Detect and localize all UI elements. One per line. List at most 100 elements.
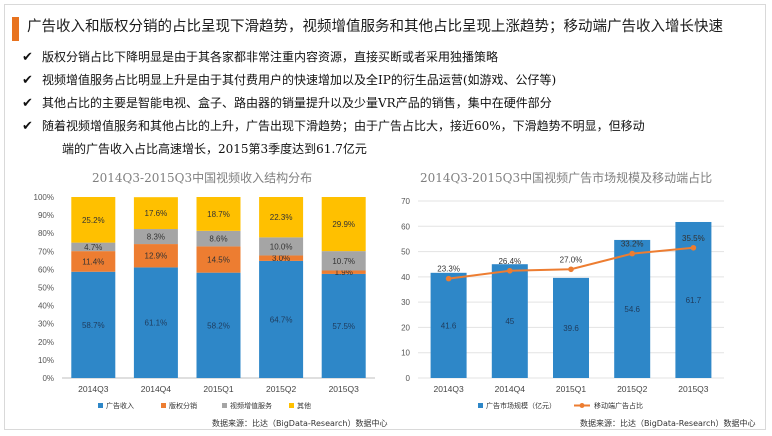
x-tick-label: 2014Q3 <box>78 384 109 394</box>
bar-segment <box>71 271 116 378</box>
line-data-label: 33.2% <box>621 240 644 249</box>
bar-segment <box>196 246 241 273</box>
bar-segment <box>321 273 366 378</box>
data-label: 14.5% <box>207 256 230 265</box>
bar-segment <box>259 197 304 238</box>
y-tick-label: 0% <box>42 374 54 383</box>
right-chart-title: 2014Q3-2015Q3中国视频广告市场规模及移动端占比 <box>420 171 713 185</box>
line-data-label: 35.5% <box>682 234 705 243</box>
data-label: 12.9% <box>145 252 168 261</box>
bullet-text: 视频增值服务占比明显上升是由于其付费用户的快速增加以及全IP的衍生品运营(如游戏… <box>42 73 557 87</box>
y-tick-label: 30% <box>38 320 54 329</box>
data-label: 25.2% <box>82 216 105 225</box>
bar-segment <box>196 197 241 231</box>
bullet-item: ✔ 版权分销占比下降明显是由于其各家都非常注重内容资源，直接买断或者采用独播策略 <box>22 46 762 69</box>
bar-segment <box>196 230 241 247</box>
line-point <box>568 266 574 273</box>
y-tick-label: 40% <box>38 302 54 311</box>
data-label: 18.7% <box>207 210 230 219</box>
data-label: 22.3% <box>270 213 293 222</box>
data-label: 57.5% <box>332 322 355 331</box>
y-tick-label: 80% <box>38 229 54 238</box>
data-label: 10.7% <box>332 257 355 266</box>
legend-swatch <box>478 403 483 408</box>
data-label: 1.9% <box>335 268 353 277</box>
y-tick-label: 50% <box>38 284 54 293</box>
bullet-list: ✔ 版权分销占比下降明显是由于其各家都非常注重内容资源，直接买断或者采用独播策略 … <box>22 46 762 161</box>
bar-segment <box>321 251 366 271</box>
check-icon: ✔ <box>22 50 33 65</box>
x-tick-label: 2014Q4 <box>495 384 526 394</box>
bar-segment <box>259 260 304 378</box>
line-point <box>629 250 635 257</box>
legend-swatch <box>161 403 166 408</box>
data-label: 45 <box>505 317 514 326</box>
y-tick-label: 20% <box>38 338 54 347</box>
left-stacked-bar-chart: 0% 10% 20% 30% 40% 50% 60% 70% 80% 90% 100% 58.7% 11… <box>34 193 375 410</box>
left-chart-source: 数据来源：比达（BigData-Research）数据中心 <box>212 419 388 428</box>
line-point <box>507 267 513 274</box>
bar-segment <box>133 244 178 268</box>
bullet-item: ✔ 其他占比的主要是智能电视、盒子、路由器的销量提升以及少量VR产品的销售，集中在… <box>22 92 762 115</box>
check-icon: ✔ <box>22 96 33 111</box>
bar-segment <box>259 237 304 256</box>
bar-segment <box>133 229 178 245</box>
slide-title: 广告收入和版权分销的占比呈现下滑趋势，视频增值服务和其他占比呈现上涨趋势；移动端… <box>27 19 723 35</box>
legend-swatch <box>98 403 103 408</box>
bar-segment <box>321 270 366 274</box>
bullet-item: ✔ 视频增值服务占比明显上升是由于其付费用户的快速增加以及全IP的衍生品运营(如游… <box>22 69 762 92</box>
y-tick-label: 90% <box>38 211 54 220</box>
data-label: 54.6 <box>624 305 640 314</box>
right-bar-line-chart: 0 10 20 30 40 50 60 70 41.6 2014Q3 45 2014Q4 39.6 201… <box>401 197 724 410</box>
bar-segment <box>133 197 178 230</box>
legend-marker <box>579 403 585 408</box>
data-label: 4.7% <box>84 243 102 252</box>
y-tick-label: 70% <box>38 247 54 256</box>
y-tick-label: 10 <box>401 349 410 358</box>
bar-segment <box>71 251 116 272</box>
bullet-text: 其他占比的主要是智能电视、盒子、路由器的销量提升以及少量VR产品的销售，集中在硬… <box>42 96 552 110</box>
y-tick-label: 60% <box>38 265 54 274</box>
data-label: 8.6% <box>209 235 227 244</box>
bullet-continuation: 端的广告收入占比高速增长，2015第3季度达到61.7亿元 <box>62 142 367 156</box>
legend-label: 广告收入 <box>106 401 134 410</box>
data-label: 8.3% <box>147 233 165 242</box>
y-tick-label: 10% <box>38 356 54 365</box>
data-label: 58.2% <box>207 321 230 330</box>
legend-label: 视频增值服务 <box>230 401 272 410</box>
data-label: 39.6 <box>563 324 579 333</box>
header-accent-bar <box>12 17 19 41</box>
check-icon: ✔ <box>22 73 33 88</box>
legend-swatch <box>289 403 294 408</box>
legend-swatch <box>222 403 227 408</box>
bar <box>491 264 528 378</box>
bar <box>553 277 589 378</box>
bar-segment <box>259 255 304 261</box>
x-tick-label: 2015Q3 <box>678 384 709 394</box>
data-label: 11.4% <box>82 257 104 266</box>
bar-segment <box>133 267 178 378</box>
data-label: 10.0% <box>270 242 293 251</box>
bar-segment <box>71 197 116 243</box>
bar-segment <box>196 272 241 378</box>
y-tick-label: 0 <box>406 374 411 383</box>
data-label: 61.1% <box>145 319 168 328</box>
line-data-label: 27.0% <box>560 255 583 264</box>
legend-label: 其他 <box>297 401 311 410</box>
data-label: 64.7% <box>270 315 293 324</box>
data-label: 61.7 <box>686 296 702 305</box>
bullet-item: ✔ 随着视频增值服务和其他占比的上升，广告出现下滑趋势；由于广告占比大，接近60%… <box>22 115 762 138</box>
bullet-text: 随着视频增值服务和其他占比的上升，广告出现下滑趋势；由于广告占比大，接近60%，… <box>42 119 645 133</box>
y-tick-label: 30 <box>401 298 410 307</box>
y-tick-label: 70 <box>401 197 410 206</box>
y-tick-label: 20 <box>401 323 410 332</box>
y-tick-label: 40 <box>401 273 410 282</box>
legend-label: 广告市场规模（亿元） <box>486 401 556 410</box>
x-tick-label: 2014Q3 <box>433 384 464 394</box>
data-label: 41.6 <box>441 321 457 330</box>
data-label: 29.9% <box>332 220 355 229</box>
legend-label: 移动端广告占比 <box>594 401 643 410</box>
line-point <box>445 275 452 282</box>
check-icon: ✔ <box>22 119 33 134</box>
slide-frame <box>4 4 766 430</box>
